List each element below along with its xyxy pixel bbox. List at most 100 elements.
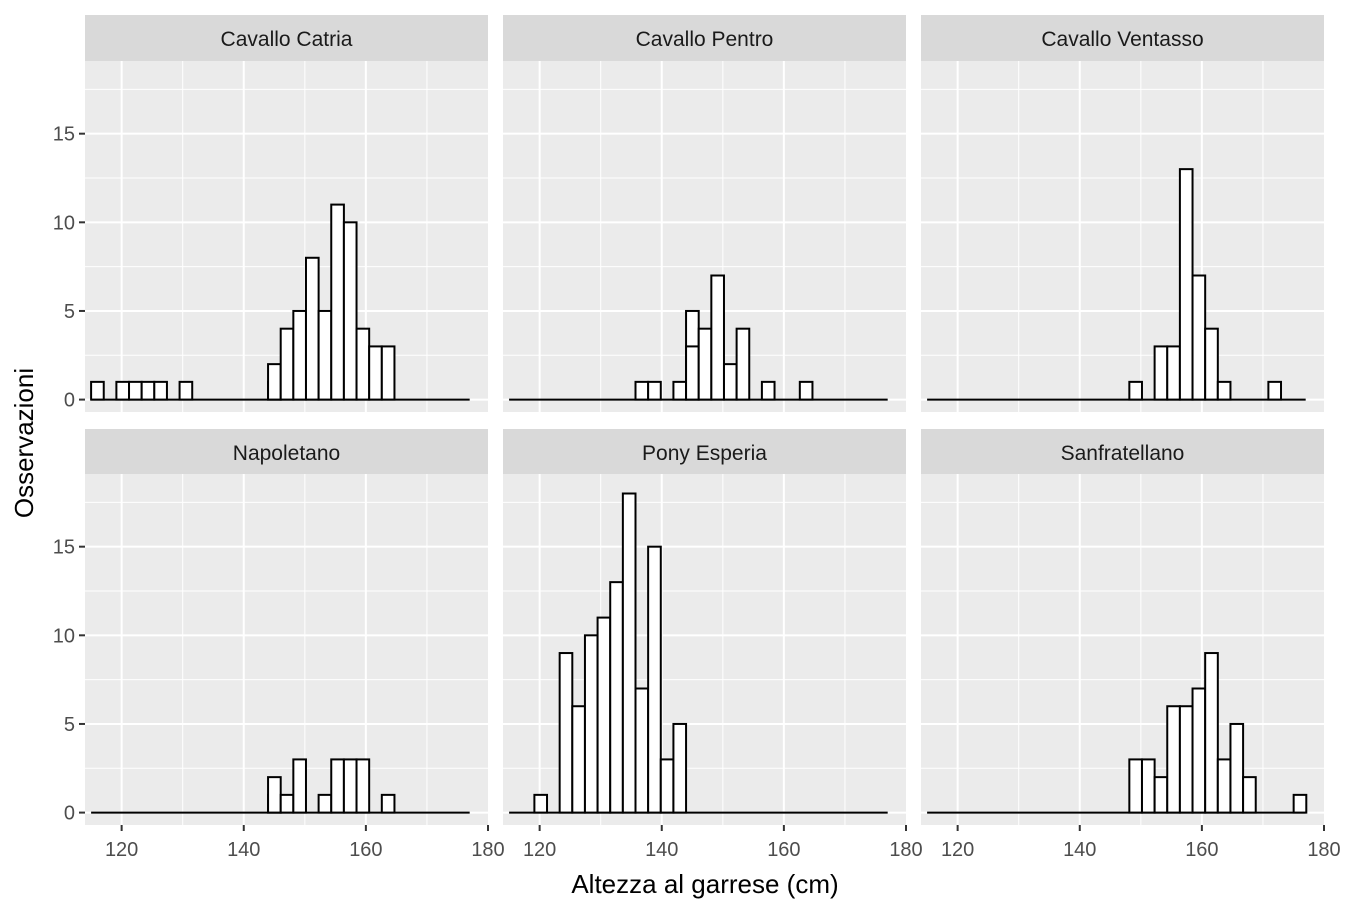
histogram-bar	[558, 652, 574, 814]
y-tick-label: 10	[53, 212, 75, 234]
facet-label: Cavallo Catria	[221, 28, 353, 51]
histogram-bar	[1128, 380, 1143, 401]
panel-background	[85, 474, 488, 825]
histogram-bar	[685, 345, 700, 401]
x-tick-label: 180	[471, 839, 504, 861]
histogram-bar	[267, 363, 282, 401]
histogram-bar	[583, 634, 599, 814]
x-tick-label: 180	[889, 839, 922, 861]
histogram-bar	[1204, 652, 1219, 814]
panel-background	[921, 474, 1324, 825]
y-tick-label: 0	[64, 803, 75, 825]
facet-panels: Cavallo Catria 0 5 10 15 Cavallo Pentro Cavall…	[53, 15, 1341, 861]
histogram-bar	[722, 363, 738, 401]
histogram-bar	[1267, 380, 1283, 401]
histogram-bar	[1191, 687, 1207, 814]
histogram-bar	[1292, 793, 1308, 814]
y-tick-label: 5	[64, 714, 75, 736]
histogram-bar	[1178, 705, 1194, 814]
histogram-bar	[279, 327, 295, 401]
histogram-bar	[304, 256, 320, 401]
histogram-bar	[1153, 776, 1169, 814]
histogram-bar	[647, 545, 662, 814]
histogram-bar	[178, 380, 194, 401]
histogram-bar	[1128, 758, 1143, 814]
histogram-bar	[1153, 345, 1169, 401]
y-axis-title: Osservazioni	[9, 368, 39, 518]
histogram-bar	[1166, 345, 1181, 401]
facet-panel: Sanfratellano 120 140 160 180	[921, 429, 1341, 861]
facet-strip	[503, 429, 906, 475]
histogram-bar	[571, 705, 586, 814]
histogram-bar	[153, 380, 168, 401]
histogram-bar	[342, 758, 358, 814]
histogram-bar	[355, 327, 371, 401]
histogram-bar	[533, 793, 549, 814]
facet-panel: Cavallo Pentro	[503, 15, 906, 412]
histogram-bar	[1216, 758, 1232, 814]
x-tick-label: 140	[645, 839, 678, 861]
facet-label: Napoletano	[233, 442, 340, 465]
histogram-bar	[1178, 168, 1194, 401]
histogram-bar	[330, 203, 345, 401]
histogram-bar	[735, 327, 751, 401]
facet-label: Pony Esperia	[642, 442, 767, 465]
histogram-bar	[621, 492, 637, 814]
histogram-bar	[1191, 274, 1207, 401]
histogram-bar	[609, 581, 624, 814]
histogram-bar	[292, 758, 307, 814]
x-tick-label: 140	[227, 839, 260, 861]
histogram-bar	[697, 327, 713, 401]
y-tick-label: 15	[53, 537, 75, 559]
histogram-bar	[659, 758, 675, 814]
y-tick-label: 5	[64, 301, 75, 323]
histogram-bar	[634, 687, 650, 814]
facet-label: Cavallo Ventasso	[1041, 28, 1203, 51]
histogram-bar	[710, 274, 725, 401]
y-tick-label: 10	[53, 625, 75, 647]
histogram-bar	[1166, 705, 1181, 814]
histogram-bar	[798, 380, 814, 401]
facet-strip	[503, 15, 906, 61]
histogram-bar	[1140, 758, 1156, 814]
histogram-bar	[368, 345, 383, 401]
histogram-bar	[634, 380, 650, 401]
histogram-bar	[1204, 327, 1219, 401]
x-tick-label: 180	[1307, 839, 1340, 861]
histogram-bar	[672, 722, 688, 814]
histogram-bar	[355, 758, 371, 814]
x-tick-label: 120	[523, 839, 556, 861]
x-tick-label: 120	[105, 839, 138, 861]
x-tick-label: 140	[1063, 839, 1096, 861]
x-tick-label: 120	[941, 839, 974, 861]
histogram-bar	[380, 345, 396, 401]
histogram-bar	[342, 221, 358, 401]
histogram-bar	[760, 380, 776, 401]
x-axis-title: Altezza al garrese (cm)	[571, 869, 838, 899]
histogram-bar	[330, 758, 345, 814]
histogram-bar	[267, 776, 282, 814]
x-tick-label: 160	[349, 839, 382, 861]
histogram-bar	[672, 380, 688, 401]
histogram-bar	[279, 793, 295, 814]
histogram-bar	[1216, 380, 1232, 401]
facet-label: Sanfratellano	[1061, 442, 1185, 465]
histogram-bar	[292, 309, 307, 401]
facet-strip	[85, 15, 488, 61]
histogram-bar	[1229, 722, 1245, 814]
facet-panel: Napoletano 0 5 10 15 120 140 160 180	[53, 429, 505, 861]
facet-panel: Cavallo Catria 0 5 10 15	[53, 15, 488, 412]
histogram-bar	[596, 616, 612, 814]
histogram-bar	[647, 380, 662, 401]
histogram-bar	[380, 793, 396, 814]
facet-strip	[85, 429, 488, 475]
facet-label: Cavallo Pentro	[636, 28, 774, 51]
histogram-bar	[128, 380, 143, 401]
histogram-bar	[140, 380, 156, 401]
y-tick-label: 15	[53, 124, 75, 146]
histogram-bar	[115, 380, 131, 401]
panel-background	[921, 61, 1324, 412]
facet-panel: Pony Esperia 120 140 160 180	[503, 429, 923, 861]
histogram-bar	[317, 309, 333, 401]
